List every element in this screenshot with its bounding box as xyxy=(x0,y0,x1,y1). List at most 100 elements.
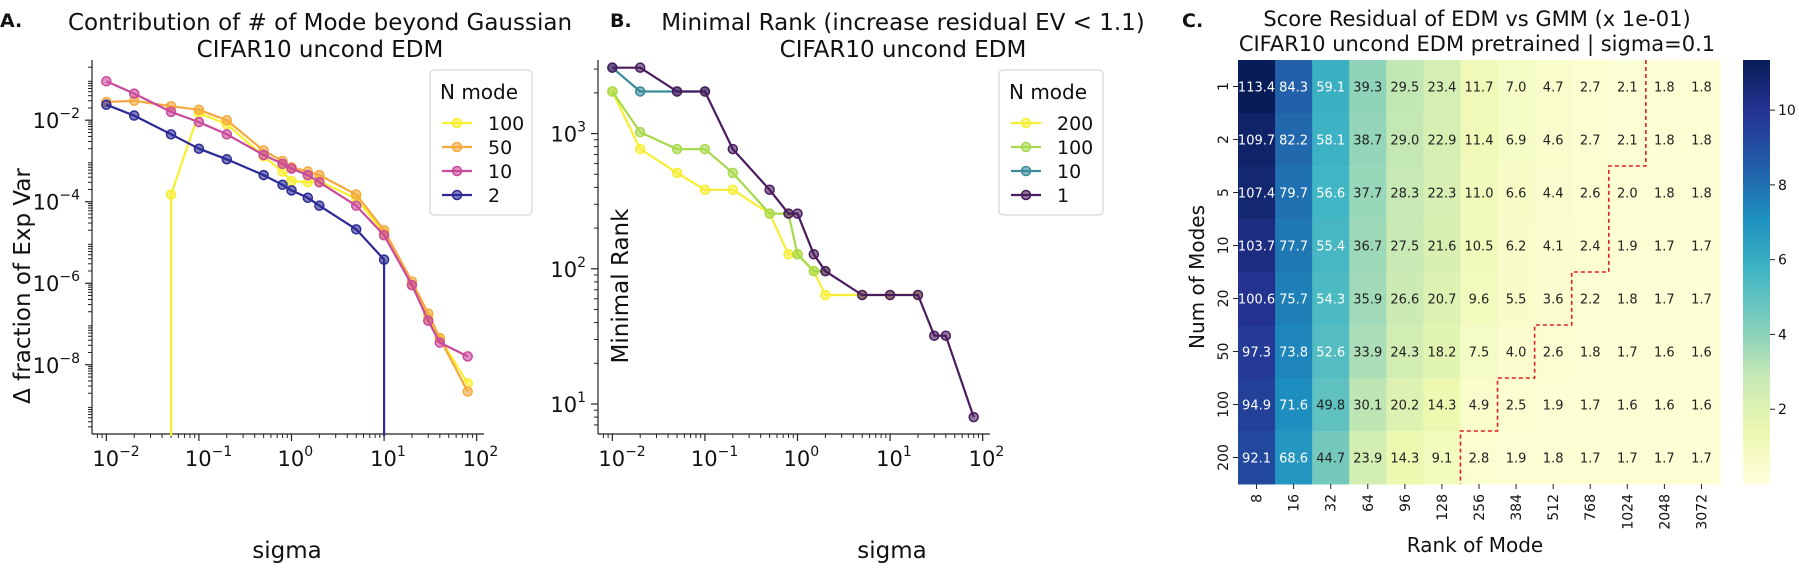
heatmap-cell xyxy=(1571,219,1610,273)
legend-label-50: 50 xyxy=(488,137,512,159)
heatmap-cell xyxy=(1534,378,1573,432)
y-tick-label: 10−2 xyxy=(33,106,80,133)
legend-label-1: 1 xyxy=(1057,185,1069,207)
heatmap-cell-label: 37.7 xyxy=(1353,187,1382,202)
legend-marker-100 xyxy=(451,117,463,129)
y-tick-base: 10 xyxy=(550,393,577,417)
heatmap-cell xyxy=(1423,113,1461,167)
series-point-1 xyxy=(727,143,739,155)
series-point-100 xyxy=(671,143,683,155)
heatmap-cell-label: 1.7 xyxy=(1691,293,1712,308)
x-tick-exponent: 1 xyxy=(397,444,406,460)
colorbar-gradient xyxy=(1743,60,1770,484)
panel-b-ylabel: Minimal Rank xyxy=(608,208,634,364)
series-point-2 xyxy=(193,143,205,154)
heatmap-cell-label: 23.4 xyxy=(1427,81,1456,96)
heatmap-cell xyxy=(1275,431,1313,485)
heatmap-cell-label: 77.7 xyxy=(1279,240,1308,255)
heatmap-cell xyxy=(1312,166,1350,220)
heatmap-cell xyxy=(1571,431,1610,485)
heatmap-cell xyxy=(1386,60,1424,114)
column-label: 96 xyxy=(1398,494,1414,512)
heatmap-cell-label: 20.7 xyxy=(1427,293,1456,308)
panel-a-xlabel: sigma xyxy=(252,538,321,564)
x-tick-label: 10−2 xyxy=(598,444,645,471)
heatmap-cell-label: 1.7 xyxy=(1580,452,1601,467)
heatmap-cell-label: 2.0 xyxy=(1617,187,1638,202)
heatmap-cell xyxy=(1682,378,1721,432)
heatmap-cell-label: 5.5 xyxy=(1506,293,1527,308)
series-line-100 xyxy=(170,111,469,436)
heatmap-cell-label: 1.9 xyxy=(1543,399,1564,414)
colorbar-tick-label: 4 xyxy=(1778,327,1787,343)
heatmap-cell xyxy=(1497,60,1536,114)
heatmap-cell xyxy=(1571,113,1610,167)
x-tick-base: 10 xyxy=(278,447,305,471)
series-point-100 xyxy=(286,175,297,187)
heatmap-cell-label: 75.7 xyxy=(1279,293,1308,308)
heatmap-cell-label: 73.8 xyxy=(1279,346,1308,361)
panel-a-label: A. xyxy=(0,10,22,32)
series-point-2 xyxy=(165,129,177,140)
heatmap-cell-label: 4.7 xyxy=(1543,81,1564,96)
series-point-2 xyxy=(350,224,362,235)
colorbar-tick-label: 8 xyxy=(1778,178,1787,194)
column-label: 256 xyxy=(1472,494,1488,521)
heatmap-cell xyxy=(1608,166,1647,220)
series-point-1 xyxy=(968,411,979,423)
series-point-2 xyxy=(101,99,112,110)
heatmap-cell xyxy=(1275,219,1313,273)
y-tick-label: 102 xyxy=(550,255,586,282)
panel-a-plot-area xyxy=(101,76,473,436)
heatmap-cell xyxy=(1608,60,1647,114)
series-point-200 xyxy=(671,167,683,179)
x-tick-exponent: 0 xyxy=(304,444,313,460)
series-point-1 xyxy=(940,330,952,341)
series-point-100 xyxy=(165,189,177,200)
column-label: 64 xyxy=(1361,494,1377,512)
heatmap-cell-label: 2.6 xyxy=(1580,187,1601,202)
x-tick-exponent: 2 xyxy=(995,444,1004,460)
series-point-10 xyxy=(277,158,288,170)
heatmap-cell xyxy=(1349,431,1387,485)
heatmap-cell xyxy=(1682,325,1721,379)
heatmap-cell xyxy=(1645,431,1684,485)
series-point-2 xyxy=(128,110,140,121)
heatmap-cell-label: 2.2 xyxy=(1580,293,1601,308)
heatmap-cell-label: 3.6 xyxy=(1543,293,1564,308)
heatmap-cell xyxy=(1571,166,1610,220)
heatmap-threshold-boundary xyxy=(1459,60,1647,484)
y-tick-exponent: 2 xyxy=(577,255,586,271)
x-tick-base: 10 xyxy=(92,447,119,471)
x-tick-exponent: −2 xyxy=(119,444,140,460)
y-tick-label: 10−8 xyxy=(33,351,80,378)
heatmap-cell xyxy=(1534,431,1573,485)
heatmap-cell-label: 18.2 xyxy=(1427,346,1456,361)
series-point-1 xyxy=(820,265,831,277)
x-tick-label: 102 xyxy=(463,444,499,471)
heatmap-cell xyxy=(1497,113,1536,167)
row-label: 50 xyxy=(1216,343,1232,361)
column-label: 3072 xyxy=(1694,494,1710,530)
heatmap-cell xyxy=(1497,272,1536,326)
heatmap-cell xyxy=(1275,272,1313,326)
heatmap-cell-label: 82.2 xyxy=(1279,134,1308,149)
heatmap-cell-label: 109.7 xyxy=(1238,134,1275,149)
panel-b: B. Minimal Rank (increase residual EV < … xyxy=(550,10,1144,564)
series-point-200 xyxy=(634,143,646,155)
heatmap-cell xyxy=(1423,272,1461,326)
panel-b-plot-area xyxy=(607,62,979,423)
x-tick-base: 10 xyxy=(185,447,212,471)
heatmap-cell-label: 68.6 xyxy=(1279,452,1308,467)
panel-a-axes xyxy=(91,60,484,435)
panel-b-xlabel: sigma xyxy=(857,538,926,564)
x-tick-base: 10 xyxy=(370,447,397,471)
panel-a: A. Contribution of # of Mode beyond Gaus… xyxy=(0,10,572,564)
heatmap-cell xyxy=(1275,166,1313,220)
panel-b-title-line1: Minimal Rank (increase residual EV < 1.1… xyxy=(661,10,1145,36)
series-point-100 xyxy=(634,126,646,138)
heatmap-cell-label: 28.3 xyxy=(1390,187,1419,202)
series-point-10 xyxy=(128,88,140,99)
series-point-10 xyxy=(165,106,177,118)
